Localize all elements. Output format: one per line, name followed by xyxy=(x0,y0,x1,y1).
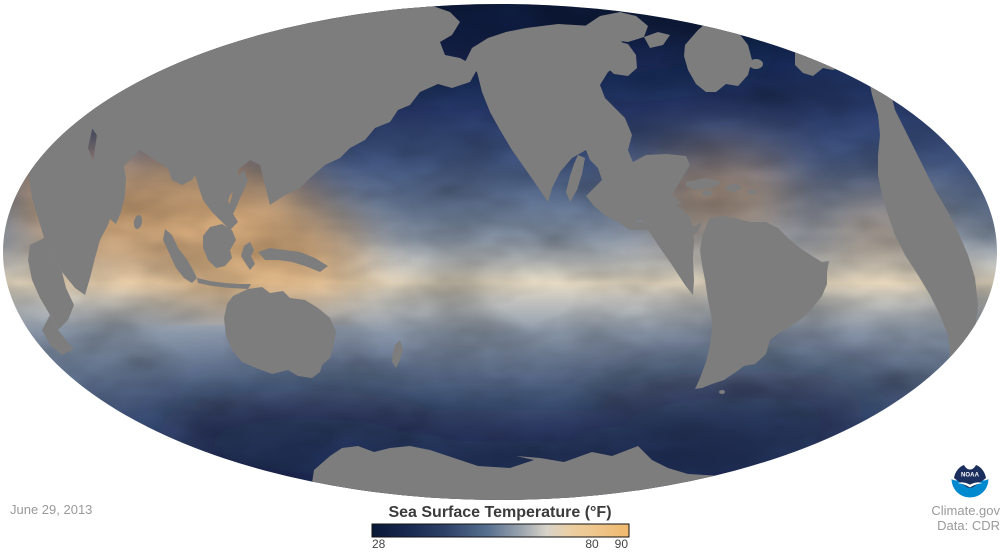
svg-text:28: 28 xyxy=(372,537,386,551)
svg-text:Sea Surface Temperature (°F): Sea Surface Temperature (°F) xyxy=(388,504,611,521)
svg-text:June 29, 2013: June 29, 2013 xyxy=(10,502,92,517)
svg-text:NOAA: NOAA xyxy=(961,473,980,479)
svg-text:Climate.gov: Climate.gov xyxy=(931,503,1000,518)
svg-text:Data: CDR: Data: CDR xyxy=(937,518,1000,533)
svg-text:80: 80 xyxy=(585,537,599,551)
svg-text:90: 90 xyxy=(615,537,629,551)
